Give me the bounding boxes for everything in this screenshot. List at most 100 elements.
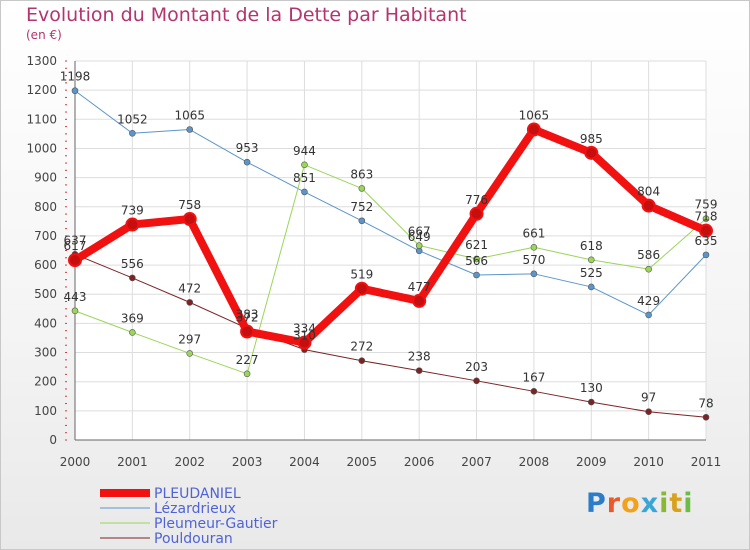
point-pleumeur-gautier	[186, 350, 194, 357]
logo-letter: r	[606, 488, 622, 519]
point-pouldouran	[587, 398, 595, 406]
point-pleumeur-gautier	[645, 265, 652, 273]
x-tick-label: 2011	[691, 455, 722, 469]
data-label-pleudaniel: 985	[580, 132, 603, 146]
data-label-pouldouran: 203	[465, 360, 488, 374]
data-label-pouldouran: 130	[580, 381, 603, 395]
point-pleudaniel	[584, 145, 599, 160]
data-label-l-zardrieux: 429	[637, 294, 660, 308]
series-line-pleudaniel	[71, 125, 710, 347]
series-points	[68, 87, 713, 421]
point-pleumeur-gautier	[530, 243, 538, 251]
legend-label-pleumeur-gautier: Pleumeur-Gautier	[154, 516, 278, 532]
series-line-pouldouran	[74, 253, 707, 418]
point-pleudaniel	[699, 223, 713, 238]
x-tick-label: 2006	[404, 455, 435, 469]
point-pleudaniel	[68, 253, 82, 268]
y-tick-label: 1100	[26, 112, 57, 126]
data-label-pleudaniel: 334	[293, 322, 316, 336]
data-label-pouldouran: 167	[522, 370, 545, 384]
data-label-pleumeur-gautier: 944	[293, 144, 316, 158]
x-tick-label: 2004	[289, 455, 320, 469]
data-label-pleumeur-gautier: 759	[695, 198, 718, 212]
logo-letter: o	[621, 488, 641, 519]
data-label-pleumeur-gautier: 227	[236, 353, 259, 367]
point-l-zardrieux	[587, 283, 595, 291]
data-label-pleumeur-gautier: 618	[580, 239, 603, 253]
data-label-pleudaniel: 617	[64, 239, 87, 253]
data-label-pouldouran: 238	[408, 350, 431, 364]
y-tick-label: 1000	[26, 141, 57, 155]
data-label-pouldouran: 97	[641, 391, 656, 405]
data-label-l-zardrieux: 649	[408, 230, 431, 244]
point-pleumeur-gautier	[358, 185, 366, 192]
data-label-l-zardrieux: 1198	[60, 70, 91, 84]
data-label-pleudaniel: 739	[121, 204, 144, 218]
point-pouldouran	[702, 413, 710, 421]
point-l-zardrieux	[71, 87, 79, 95]
y-tick-label: 700	[34, 229, 57, 243]
data-label-pleumeur-gautier: 661	[522, 226, 545, 240]
x-tick-label: 2010	[633, 455, 664, 469]
series-line-pleumeur-gautier	[74, 164, 707, 375]
point-pouldouran	[473, 377, 480, 385]
legend-label-pleudaniel: PLEUDANIEL	[154, 486, 241, 502]
y-tick-label: 500	[34, 287, 57, 301]
data-label-l-zardrieux: 752	[350, 200, 373, 214]
data-label-pleumeur-gautier: 863	[350, 167, 373, 181]
plot-area	[75, 61, 706, 440]
point-pleumeur-gautier	[243, 370, 251, 378]
data-label-pleudaniel: 1065	[519, 109, 550, 123]
point-pleumeur-gautier	[702, 215, 710, 223]
data-label-pouldouran: 556	[121, 257, 144, 271]
data-label-l-zardrieux: 953	[236, 141, 259, 155]
point-pleudaniel	[412, 293, 427, 308]
point-l-zardrieux	[358, 217, 366, 225]
data-label-pouldouran: 78	[698, 396, 713, 410]
data-label-pouldouran: 383	[236, 307, 259, 321]
y-tick-label: 400	[34, 316, 57, 330]
chart-title: Evolution du Montant de la Dette par Hab…	[26, 4, 467, 26]
y-tick-label: 600	[34, 258, 57, 272]
x-tick-label: 2003	[232, 455, 263, 469]
point-pleumeur-gautier	[301, 161, 308, 169]
proxiti-logo: Proxiti	[586, 488, 694, 519]
data-label-pouldouran: 472	[178, 281, 201, 295]
point-l-zardrieux	[301, 188, 308, 196]
y-tick-label: 1200	[26, 83, 57, 97]
point-pleudaniel	[354, 281, 369, 296]
series-line-l-zardrieux	[74, 90, 707, 316]
point-pouldouran	[530, 388, 538, 395]
point-pleumeur-gautier	[415, 242, 423, 249]
point-l-zardrieux	[645, 311, 652, 319]
point-pleumeur-gautier	[473, 255, 480, 263]
data-label-pleumeur-gautier: 297	[178, 332, 201, 346]
data-label-l-zardrieux: 570	[522, 253, 545, 267]
data-label-pleudaniel: 372	[236, 311, 259, 325]
y-tick-label: 100	[34, 404, 57, 418]
data-label-pleudaniel: 776	[465, 193, 488, 207]
legend-label-l-zardrieux: Lézardrieux	[154, 501, 236, 517]
data-label-l-zardrieux: 1065	[174, 109, 205, 123]
y-tick-label: 1300	[26, 54, 57, 68]
data-label-pleudaniel: 718	[695, 210, 718, 224]
point-pouldouran	[645, 408, 652, 416]
point-l-zardrieux	[243, 158, 251, 166]
point-pleudaniel	[641, 198, 656, 213]
point-pleudaniel	[240, 324, 255, 339]
data-label-pleumeur-gautier: 586	[637, 248, 660, 262]
point-l-zardrieux	[702, 251, 710, 259]
data-label-l-zardrieux: 635	[695, 234, 718, 248]
point-l-zardrieux	[530, 270, 538, 278]
data-label-pleudaniel: 758	[178, 198, 201, 212]
data-labels: 1198 1052 1065 953 851 752 649 566 570 525 429 635 4…	[60, 70, 718, 411]
point-pleumeur-gautier	[587, 256, 595, 264]
data-label-pouldouran: 310	[293, 329, 316, 343]
y-tick-label: 200	[34, 375, 57, 389]
legend-label-pouldouran: Pouldouran	[154, 531, 233, 547]
point-pouldouran	[358, 357, 366, 365]
logo-letter: i	[683, 488, 694, 519]
point-pleumeur-gautier	[129, 329, 136, 336]
y-tick-label: 300	[34, 346, 57, 360]
